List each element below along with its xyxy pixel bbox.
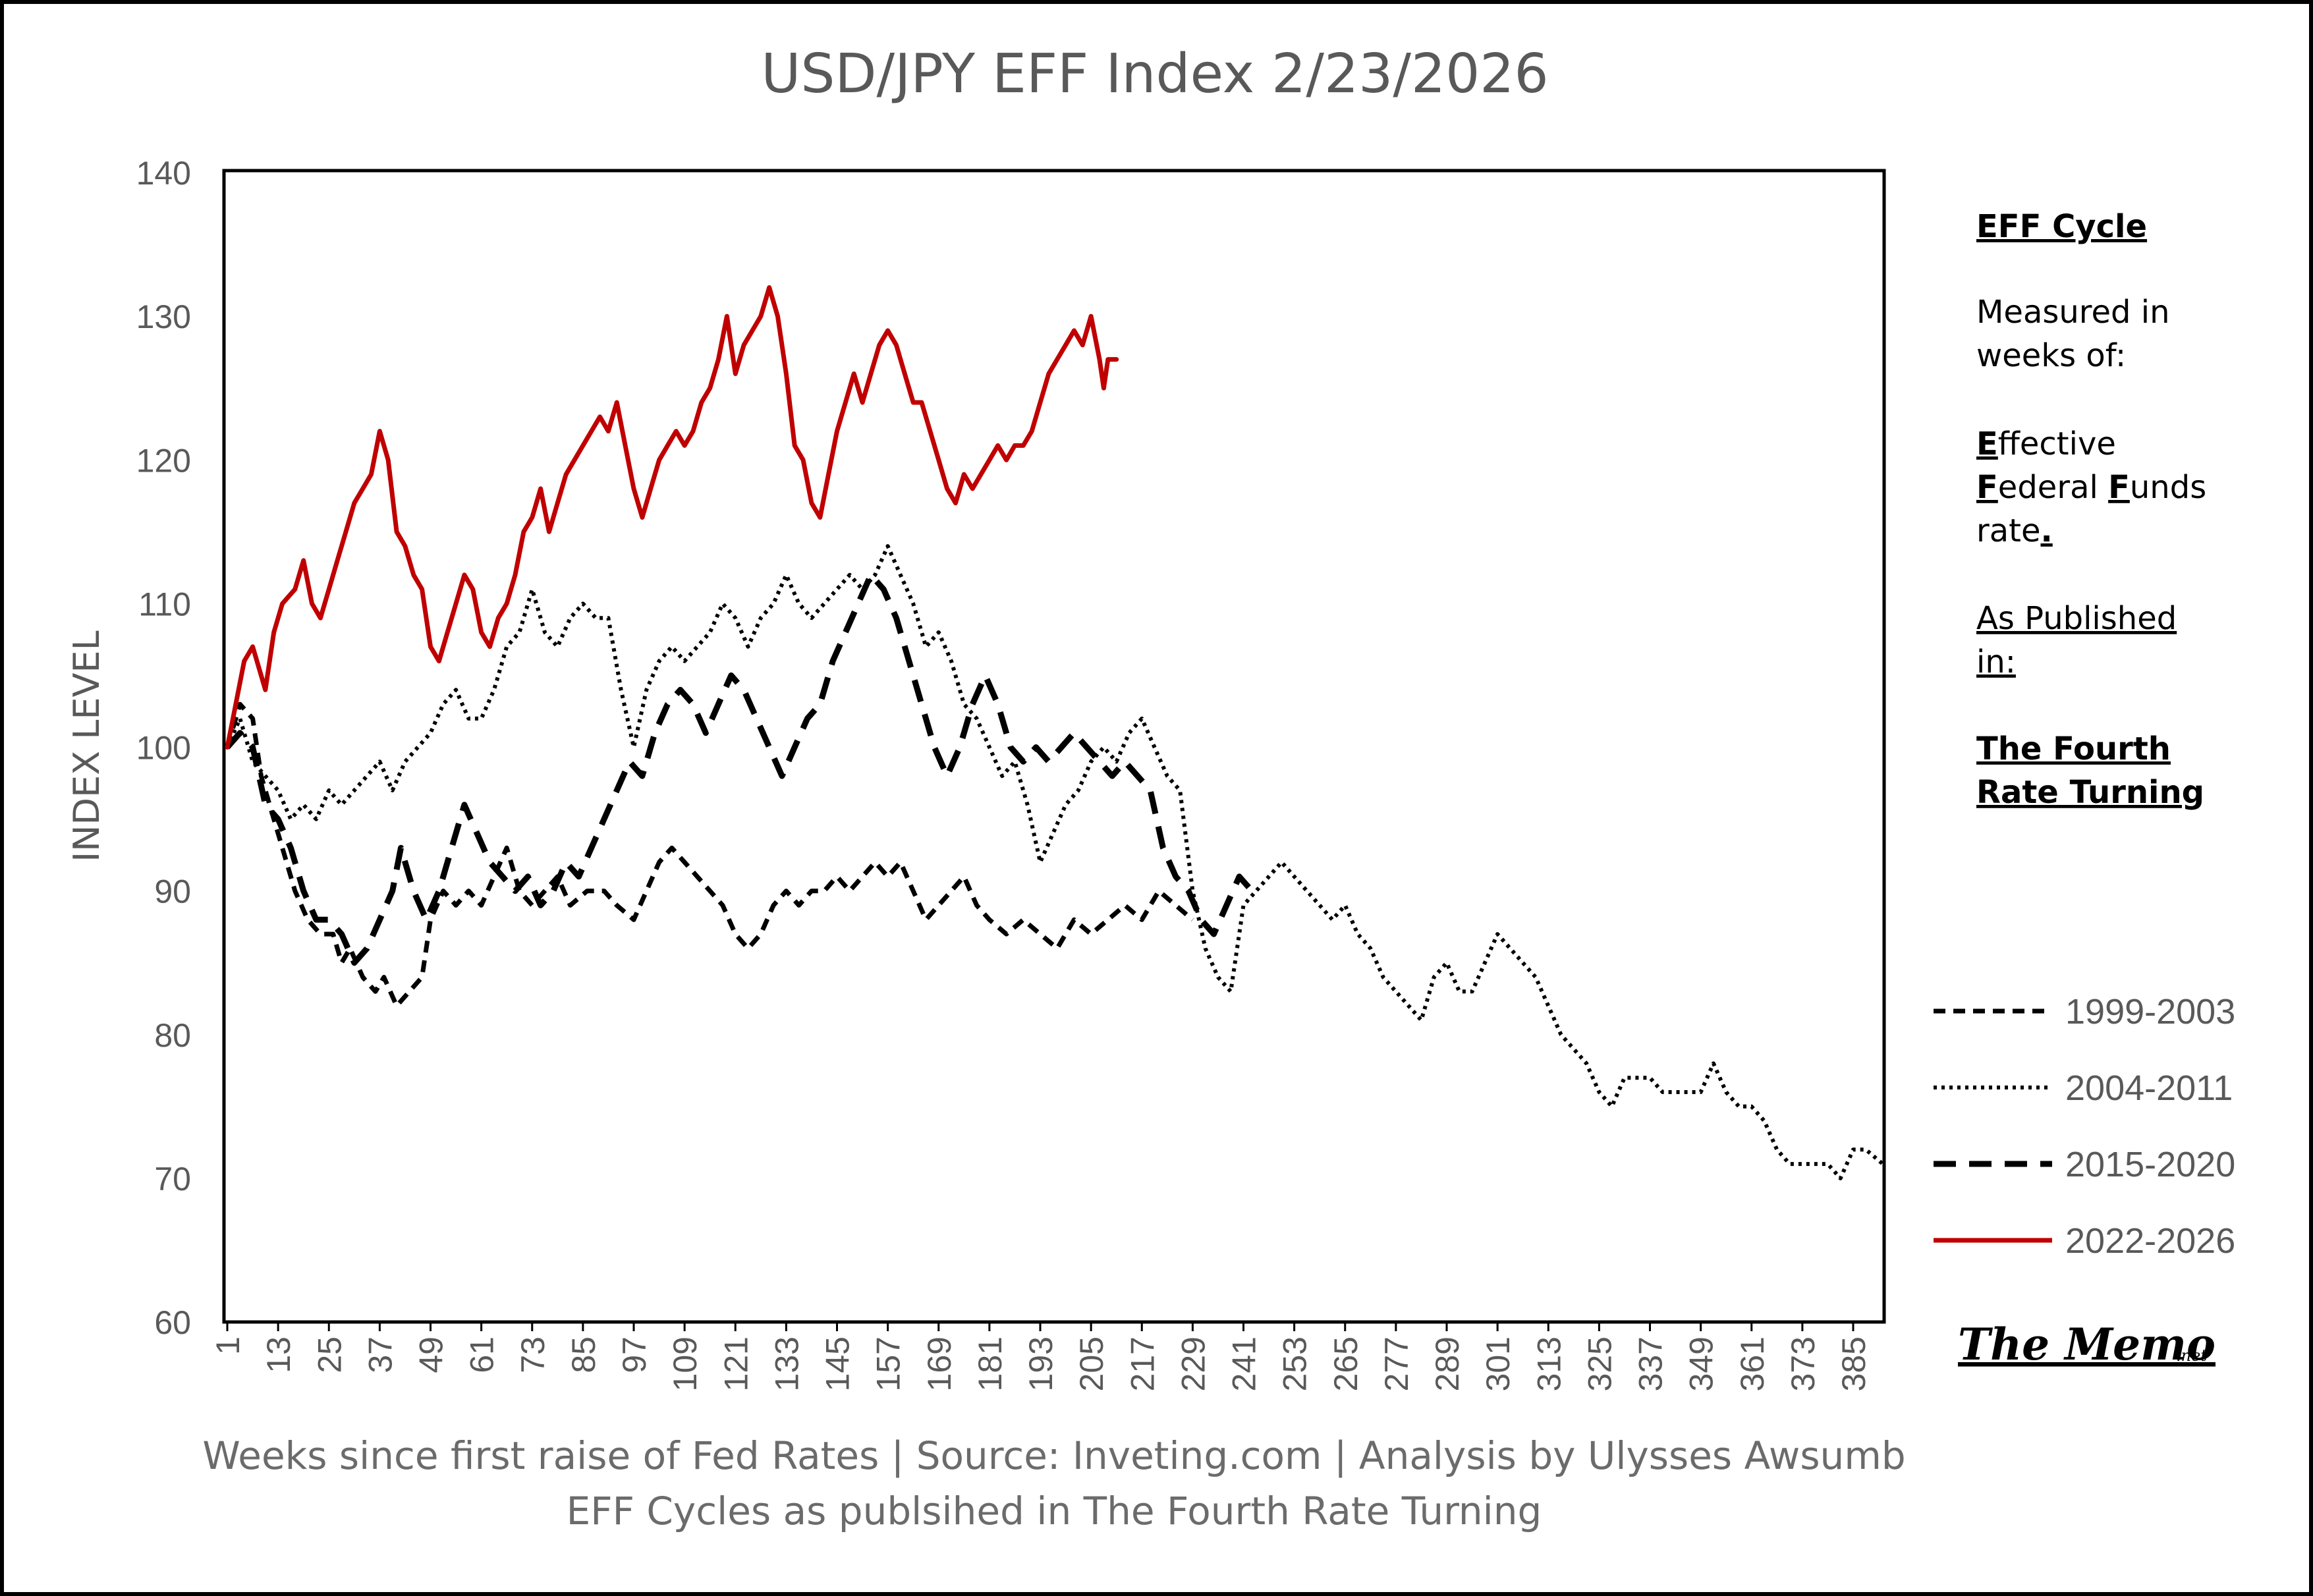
- x-tick-label: 265: [1327, 1336, 1364, 1391]
- x-tick-label: 337: [1632, 1336, 1669, 1391]
- logo-suffix: .net: [2176, 1346, 2207, 1365]
- legend-label-2022-2026: 2022-2026: [2065, 1221, 2235, 1261]
- series-line-2015-2020: [225, 572, 1254, 966]
- x-axis-ticks: 1 13 25 37 49 61 73 85 97 109 121 133 145 157 169 181 19…: [209, 1322, 1872, 1391]
- x-tick-label: 133: [768, 1336, 805, 1391]
- x-tick-label: 97: [616, 1336, 653, 1373]
- x-tick-label: 37: [362, 1336, 399, 1373]
- y-tick-label: 60: [154, 1304, 191, 1341]
- series-line-1999-2003: [225, 702, 1194, 1008]
- word-federal-rest: ederal: [1998, 469, 2108, 506]
- x-tick-label: 61: [464, 1336, 501, 1373]
- legend-label-1999-2003: 1999-2003: [2065, 992, 2235, 1032]
- y-tick-label: 140: [136, 155, 191, 192]
- y-tick-label: 130: [136, 298, 191, 335]
- y-tick-label: 80: [154, 1017, 191, 1054]
- x-tick-label: 205: [1073, 1336, 1110, 1391]
- x-tick-label: 13: [260, 1336, 297, 1373]
- x-tick-label: 349: [1683, 1336, 1720, 1391]
- x-tick-label: 361: [1734, 1336, 1771, 1391]
- y-tick-label: 90: [154, 873, 191, 910]
- x-tick-label: 217: [1124, 1336, 1161, 1391]
- legend: 1999-2003 2004-2011 2015-2020 2022-2026: [1934, 992, 2235, 1261]
- sidebar-published-2: in:: [1976, 644, 2016, 680]
- initial-e: E: [1976, 426, 1998, 462]
- sidebar-measured-2: weeks of:: [1976, 337, 2126, 374]
- logo-text: The Memo: [1958, 1319, 2215, 1370]
- x-axis-caption: Weeks since first raise of Fed Rates | S…: [202, 1433, 1905, 1478]
- x-tick-label: 373: [1785, 1336, 1822, 1391]
- sidebar-federal-funds: Federal Funds: [1976, 469, 2206, 506]
- x-tick-label: 193: [1022, 1336, 1059, 1391]
- sidebar-measured-1: Measured in: [1976, 294, 2169, 331]
- y-tick-label: 100: [136, 730, 191, 767]
- sidebar-published-1: As Published: [1976, 600, 2177, 637]
- x-tick-label: 73: [515, 1336, 551, 1373]
- x-tick-label: 181: [972, 1336, 1009, 1391]
- legend-label-2015-2020: 2015-2020: [2065, 1145, 2235, 1184]
- memo-logo: The Memo .net: [1958, 1319, 2215, 1370]
- legend-label-2004-2011: 2004-2011: [2065, 1068, 2233, 1108]
- sidebar-book-1: The Fourth: [1976, 730, 2171, 767]
- x-tick-label: 241: [1226, 1336, 1263, 1391]
- initial-f2: F: [2108, 469, 2130, 506]
- x-tick-label: 253: [1277, 1336, 1314, 1391]
- x-tick-label: 25: [311, 1336, 348, 1373]
- x-tick-label: 109: [667, 1336, 704, 1391]
- sidebar-effective: Effective: [1976, 426, 2116, 462]
- x-tick-label: 169: [921, 1336, 958, 1391]
- series-line-2022-2026: [225, 285, 1119, 750]
- initial-f: F: [1976, 469, 1998, 506]
- x-tick-label: 289: [1429, 1336, 1466, 1391]
- x-tick-label: 277: [1378, 1336, 1415, 1391]
- x-tick-label: 85: [565, 1336, 602, 1373]
- sidebar-notes: EFF Cycle Measured in weeks of: Effectiv…: [1976, 208, 2206, 811]
- x-tick-label: 1: [209, 1336, 246, 1355]
- x-tick-label: 229: [1175, 1336, 1212, 1391]
- word-funds-rest: unds: [2130, 469, 2206, 506]
- x-tick-label: 325: [1581, 1336, 1618, 1391]
- x-tick-label: 121: [717, 1336, 754, 1391]
- rate-period: .: [2041, 512, 2053, 549]
- x-tick-label: 157: [870, 1336, 907, 1391]
- y-axis-label: INDEX LEVEL: [66, 630, 107, 862]
- series-line-2004-2011: [225, 544, 1884, 1180]
- y-tick-label: 120: [136, 442, 191, 479]
- x-tick-label: 145: [820, 1336, 856, 1391]
- x-axis-caption-line2: EFF Cycles as publsihed in The Fourth Ra…: [567, 1489, 1542, 1533]
- chart-title: USD/JPY EFF Index 2/23/2026: [761, 43, 1548, 105]
- word-effective-rest: ffective: [1998, 426, 2116, 462]
- sidebar-book-2: Rate Turning: [1976, 774, 2204, 811]
- x-tick-label: 313: [1530, 1336, 1567, 1391]
- x-tick-label: 385: [1835, 1336, 1872, 1391]
- x-tick-label: 49: [413, 1336, 450, 1373]
- sidebar-rate: rate.: [1976, 512, 2053, 549]
- series-lines: [225, 285, 1884, 1180]
- sidebar-heading: EFF Cycle: [1976, 208, 2147, 245]
- y-axis-ticks: 60 70 80 90 100 110 120 130 140: [136, 155, 191, 1341]
- y-tick-label: 70: [154, 1161, 191, 1197]
- y-tick-label: 110: [138, 586, 191, 622]
- x-tick-label: 301: [1480, 1336, 1517, 1391]
- word-rate: rate: [1976, 512, 2041, 549]
- plot-area: [222, 169, 1886, 1324]
